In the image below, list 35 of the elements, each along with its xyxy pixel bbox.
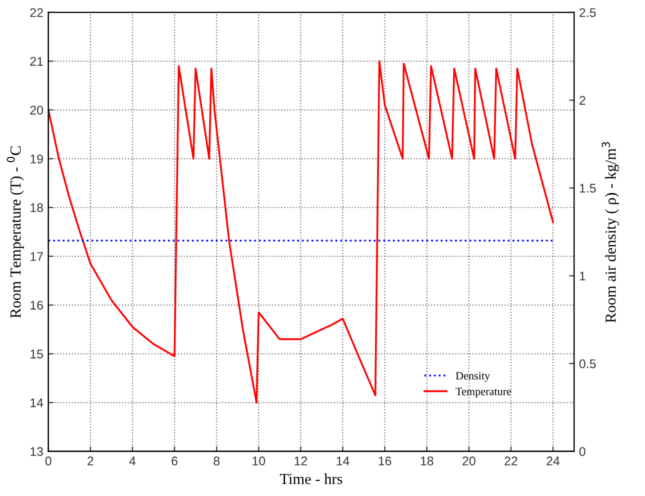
x-tick-label: 24	[546, 456, 560, 466]
x-tick-label: 6	[172, 456, 178, 466]
x-tick-label: 4	[129, 456, 136, 466]
y-tick-label: 20	[30, 106, 44, 115]
x-tick-label: 12	[294, 456, 308, 466]
x-tick-label: 20	[462, 456, 476, 466]
x-tick-label: 0	[45, 456, 52, 466]
y-tick-label: 16	[30, 300, 43, 310]
x-tick-label: 14	[336, 456, 350, 466]
y-axis-title: Room Temperature (T) - $^{0}$C	[6, 146, 24, 318]
x-tick-label: 2	[88, 456, 94, 466]
line-series	[48, 60, 554, 404]
y-tick-label: 22	[30, 8, 43, 17]
y-tick-label: 14	[30, 398, 44, 408]
x-tick-label: 16	[378, 456, 392, 466]
y-tick-label: 15	[30, 350, 43, 358]
y-tick-label: 21	[30, 56, 43, 66]
y2-tick-label: 0	[579, 447, 586, 456]
x-tick-label: 22	[504, 456, 518, 466]
x-tick-label: 10	[252, 456, 266, 466]
y-tick-label: 19	[30, 154, 43, 164]
y-tick-label: 17	[30, 252, 43, 261]
y2-tick-label: 1.5	[580, 184, 596, 193]
legend-label: Temperature	[456, 388, 512, 398]
y2-axis-title: Room air density ( ρ) - kg/m$^{3}$	[602, 142, 619, 323]
y2-tick-label: 0.5	[579, 359, 596, 368]
legend-label: Density	[456, 372, 490, 382]
y2-tick-label: 2	[580, 96, 586, 105]
x-tick-label: 8	[214, 456, 220, 466]
y-tick-label: 13	[30, 447, 43, 456]
y2-tick-label: 2.5	[580, 8, 596, 18]
y-tick-label: 18	[30, 203, 43, 212]
y2-tick-label: 1	[580, 272, 586, 280]
x-tick-label: 18	[420, 456, 434, 466]
x-axis-title: Time - hrs	[280, 473, 342, 484]
